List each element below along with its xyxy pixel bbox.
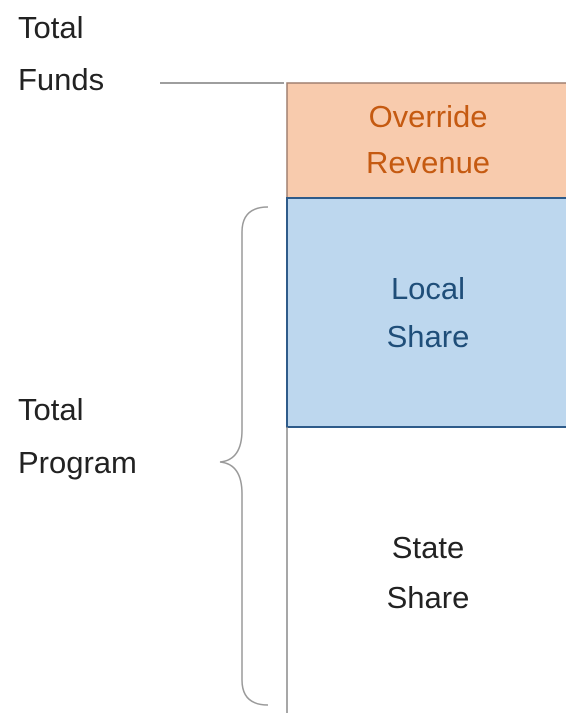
total-program-label: Program (18, 445, 137, 480)
total-funds-label: Total (18, 10, 83, 45)
block-label: Local (391, 271, 465, 306)
block-label: Share (387, 319, 470, 354)
total-program-label: Total (18, 392, 83, 427)
override-block (286, 82, 566, 199)
block-label: State (392, 530, 464, 565)
brace (219, 206, 269, 706)
local-block (286, 197, 566, 428)
total-funds-label: Funds (18, 62, 104, 97)
block-label: Revenue (366, 145, 490, 180)
block-label: Override (369, 99, 488, 134)
block-label: Share (387, 580, 470, 615)
